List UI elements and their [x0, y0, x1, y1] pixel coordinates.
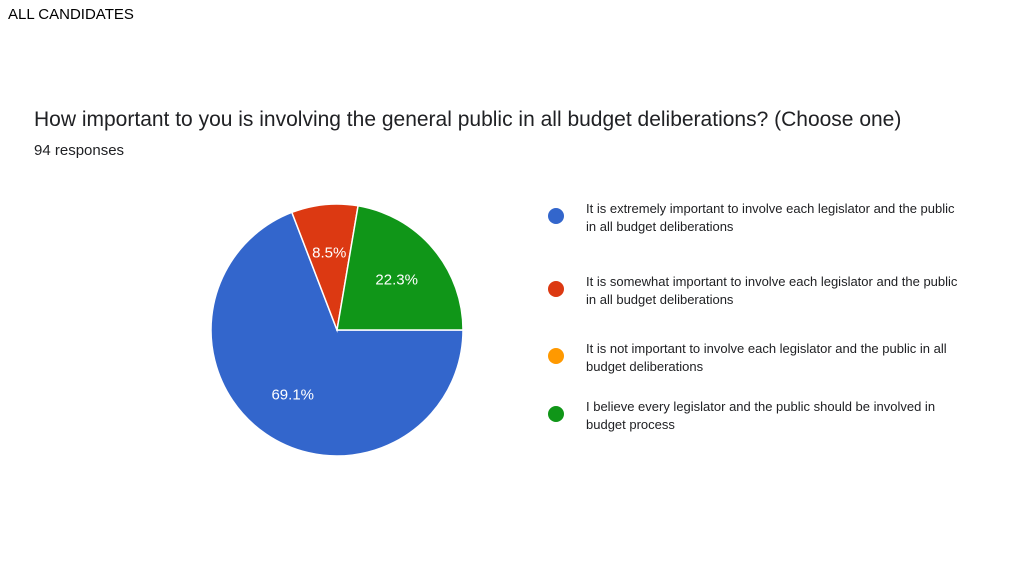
legend-label: I believe every legislator and the publi…: [586, 399, 936, 432]
legend-color-dot: [548, 406, 564, 422]
pie-slice-label-0: 69.1%: [271, 386, 314, 403]
legend-item: It is extremely important to involve eac…: [548, 200, 988, 236]
legend-label: It is somewhat important to involve each…: [586, 274, 958, 307]
chart-title: How important to you is involving the ge…: [34, 108, 902, 131]
pie-slice-0: [210, 211, 464, 457]
page-heading: ALL CANDIDATES: [8, 6, 134, 23]
response-count: 94 responses: [34, 142, 125, 159]
legend-label: It is extremely important to involve eac…: [586, 201, 955, 234]
pie-slices: [210, 203, 464, 457]
legend-label: It is not important to involve each legi…: [586, 341, 947, 374]
legend-color-dot: [548, 281, 564, 297]
pie-slice-3: [336, 204, 464, 331]
pie-slice-label-3: 22.3%: [375, 272, 418, 289]
pie-labels: 69.1% 8.5% 22.3%: [271, 244, 417, 403]
legend-item: I believe every legislator and the publi…: [548, 398, 988, 434]
legend-color-dot: [548, 208, 564, 224]
legend-item: It is not important to involve each legi…: [548, 340, 988, 376]
legend-item: It is somewhat important to involve each…: [548, 273, 988, 309]
pie-slice-label-1: 8.5%: [312, 244, 346, 261]
legend-color-dot: [548, 348, 564, 364]
